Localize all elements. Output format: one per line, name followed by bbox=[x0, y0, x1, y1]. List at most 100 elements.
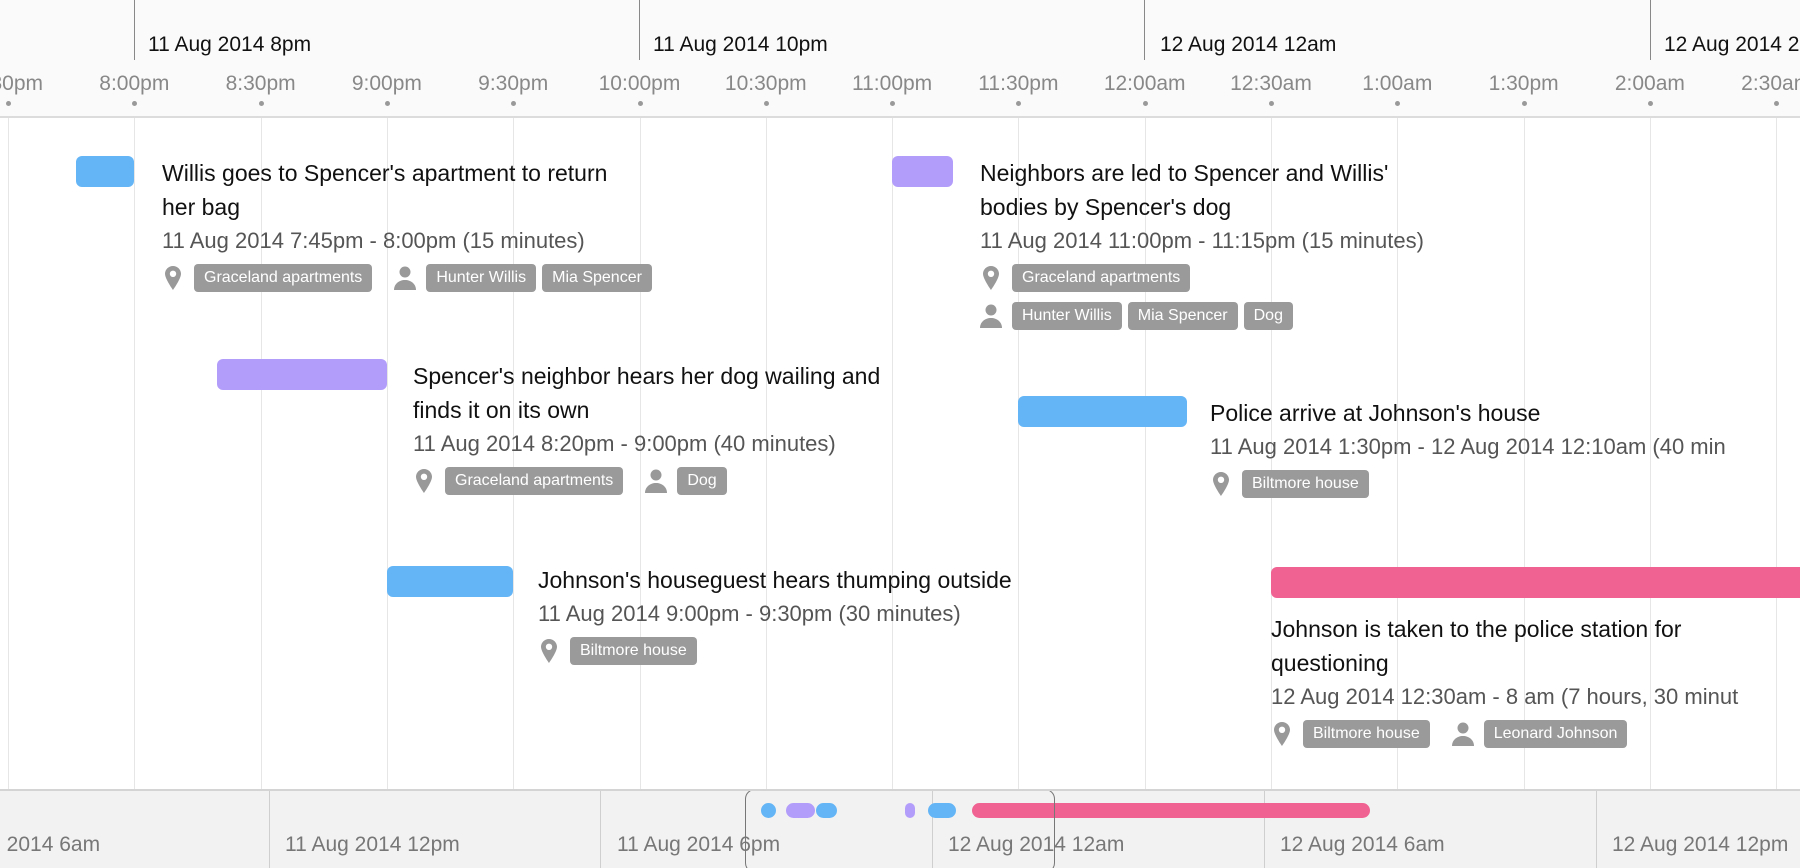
person-tag[interactable]: Mia Spencer bbox=[542, 264, 652, 292]
event-time: 11 Aug 2014 8:20pm - 9:00pm (40 minutes) bbox=[413, 431, 836, 456]
overview-event-marker[interactable] bbox=[928, 803, 956, 818]
tick-dot bbox=[1142, 101, 1148, 106]
person-icon bbox=[645, 468, 668, 494]
place-tag[interactable]: Biltmore house bbox=[570, 637, 697, 665]
event-bar[interactable] bbox=[217, 359, 387, 390]
person-icon bbox=[394, 265, 417, 291]
place-tags: Graceland apartments bbox=[980, 260, 1424, 296]
event-details: Johnson is taken to the police station f… bbox=[1271, 612, 1738, 752]
tick-label: 1:00am bbox=[1362, 72, 1433, 95]
tick-label: 12:00am bbox=[1103, 72, 1186, 95]
tick-dot bbox=[384, 101, 390, 106]
gridline bbox=[766, 118, 767, 789]
day-divider bbox=[639, 0, 640, 60]
location-pin-icon bbox=[162, 265, 184, 291]
gridline bbox=[387, 118, 388, 789]
tick-dot bbox=[637, 101, 643, 106]
tick-dot bbox=[1647, 101, 1653, 106]
event-details: Police arrive at Johnson's house 11 Aug 2… bbox=[1210, 396, 1726, 502]
person-tag[interactable]: Mia Spencer bbox=[1127, 302, 1238, 330]
tick-dot bbox=[258, 101, 264, 106]
event-details: Johnson's houseguest hears thumping outs… bbox=[538, 563, 1012, 669]
tick-dot bbox=[1016, 101, 1022, 106]
event-details: Spencer's neighbor hears her dog wailing… bbox=[413, 359, 880, 499]
gridline bbox=[892, 118, 893, 789]
overview-event-marker[interactable] bbox=[972, 803, 1370, 818]
overview-divider bbox=[600, 791, 601, 868]
tick-label: 10:30pm bbox=[724, 72, 807, 95]
event-title[interactable]: Willis goes to Spencer's apartment to re… bbox=[162, 160, 608, 186]
event-time: 11 Aug 2014 1:30pm - 12 Aug 2014 12:10am… bbox=[1210, 434, 1726, 459]
event-title[interactable]: Johnson's houseguest hears thumping outs… bbox=[538, 567, 1012, 593]
gridline bbox=[1397, 118, 1398, 789]
timeline-canvas[interactable]: Willis goes to Spencer's apartment to re… bbox=[0, 118, 1800, 789]
person-tag[interactable]: Dog bbox=[677, 467, 727, 495]
tick-label: 10:00pm bbox=[598, 72, 681, 95]
place-tag[interactable]: Graceland apartments bbox=[445, 467, 624, 495]
overview-label: 11 Aug 2014 6pm bbox=[617, 833, 781, 856]
location-pin-icon bbox=[980, 265, 1002, 291]
overview-label: 12 Aug 2014 12pm bbox=[1612, 833, 1789, 856]
event-title[interactable]: her bag bbox=[162, 194, 241, 220]
tick-label: 9:30pm bbox=[478, 72, 549, 95]
tick-dot bbox=[1395, 101, 1401, 106]
event-tags: Graceland apartments Dog bbox=[413, 463, 880, 499]
gridline bbox=[1145, 118, 1146, 789]
event-bar[interactable] bbox=[76, 156, 134, 187]
event-time: 11 Aug 2014 7:45pm - 8:00pm (15 minutes) bbox=[162, 228, 585, 253]
overview-event-marker[interactable] bbox=[816, 803, 837, 818]
person-tag[interactable]: Hunter Willis bbox=[426, 264, 537, 292]
person-tag[interactable]: Dog bbox=[1243, 302, 1293, 330]
tick-label: 8:30pm bbox=[225, 72, 296, 95]
overview-event-marker[interactable] bbox=[905, 803, 915, 818]
event-tags: Biltmore house Leonard Johnson bbox=[1271, 716, 1738, 752]
tick-dot bbox=[511, 101, 517, 106]
gridline bbox=[261, 118, 262, 789]
event-title[interactable]: Spencer's neighbor hears her dog wailing… bbox=[413, 363, 881, 389]
timeline-axis-header: 11 Aug 2014 8pm 11 Aug 2014 10pm 12 Aug … bbox=[0, 0, 1800, 118]
gridline bbox=[1524, 118, 1525, 789]
day-divider bbox=[134, 0, 135, 60]
place-tag[interactable]: Biltmore house bbox=[1242, 470, 1369, 498]
event-time: 11 Aug 2014 9:00pm - 9:30pm (30 minutes) bbox=[538, 601, 961, 626]
event-bar[interactable] bbox=[387, 566, 513, 597]
event-details: Willis goes to Spencer's apartment to re… bbox=[162, 156, 658, 296]
event-title[interactable]: questioning bbox=[1271, 650, 1389, 676]
event-bar[interactable] bbox=[1018, 396, 1187, 427]
place-tag[interactable]: Biltmore house bbox=[1303, 720, 1430, 748]
tick-label: 7:30pm bbox=[0, 72, 44, 95]
event-title[interactable]: Police arrive at Johnson's house bbox=[1210, 400, 1541, 426]
person-tag[interactable]: Leonard Johnson bbox=[1483, 720, 1628, 748]
location-pin-icon bbox=[538, 638, 560, 664]
gridline bbox=[1271, 118, 1272, 789]
overview-divider bbox=[269, 791, 270, 868]
tick-label: 11:00pm bbox=[852, 72, 933, 95]
gridline bbox=[134, 118, 135, 789]
place-tag[interactable]: Graceland apartments bbox=[1012, 264, 1191, 292]
overview-event-marker[interactable] bbox=[786, 803, 815, 818]
event-bar[interactable] bbox=[892, 156, 953, 187]
tick-label: 2:00am bbox=[1614, 72, 1685, 95]
place-tag[interactable]: Graceland apartments bbox=[194, 264, 373, 292]
gridline bbox=[8, 118, 9, 789]
day-label: 12 Aug 2014 2am bbox=[1664, 33, 1800, 56]
event-bar[interactable] bbox=[1271, 567, 1800, 598]
overview-viewport-window[interactable] bbox=[745, 791, 1055, 868]
event-time: 12 Aug 2014 12:30am - 8 am (7 hours, 30 … bbox=[1271, 684, 1739, 709]
overview-divider bbox=[932, 791, 933, 868]
person-tag[interactable]: Hunter Willis bbox=[1012, 302, 1122, 330]
overview-event-marker[interactable] bbox=[761, 803, 776, 818]
event-title[interactable]: finds it on its own bbox=[413, 397, 590, 423]
event-title[interactable]: bodies by Spencer's dog bbox=[980, 194, 1232, 220]
event-tags: Biltmore house bbox=[1210, 466, 1726, 502]
tick-label: 9:00pm bbox=[351, 72, 422, 95]
day-label: 12 Aug 2014 12am bbox=[1160, 33, 1337, 56]
event-title[interactable]: Johnson is taken to the police station f… bbox=[1271, 616, 1682, 642]
day-divider bbox=[1144, 0, 1145, 60]
tick-dot bbox=[1774, 101, 1780, 106]
event-title[interactable]: Neighbors are led to Spencer and Willis' bbox=[980, 160, 1389, 186]
overview-label: 12 Aug 2014 12am bbox=[948, 833, 1125, 856]
tick-dot bbox=[6, 101, 11, 106]
gridline bbox=[1650, 118, 1651, 789]
timeline-overview[interactable]: 11 Aug 2014 6am 11 Aug 2014 12pm 11 Aug … bbox=[0, 789, 1800, 868]
